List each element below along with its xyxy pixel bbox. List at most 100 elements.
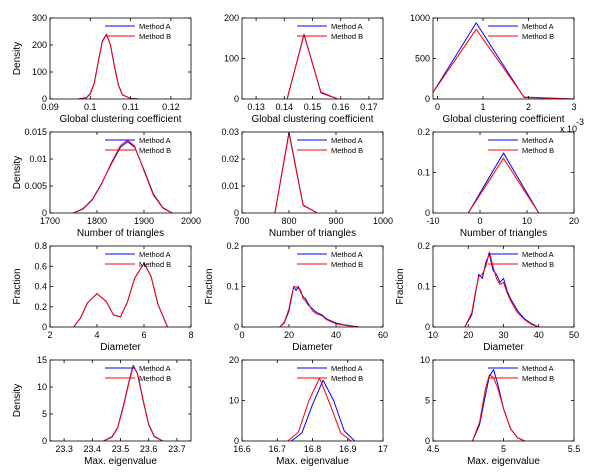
- y-tick-label: 0.4: [34, 282, 47, 292]
- y-tick-label: 0.03: [221, 127, 239, 137]
- legend-label-method-a: Method A: [139, 364, 171, 373]
- y-tick-label: 0.01: [221, 181, 239, 191]
- y-axis-label: Density: [12, 156, 23, 189]
- subplot-1: 0.09 0.1 0.11 0.12 0 100 200 300 Global clusteri…: [12, 13, 192, 125]
- x-axis-label: Global clustering coefficient: [442, 114, 564, 125]
- legend-label-method-a: Method A: [331, 22, 363, 31]
- y-tick-label: 20: [229, 355, 239, 365]
- legend-label-method-b: Method B: [331, 374, 363, 383]
- subplot-5: 700 800 900 1000 0 0.01 0.02 0.03 Number of tria…: [221, 127, 393, 239]
- x-tick-label: 1: [481, 102, 486, 112]
- x-tick-label: 0: [435, 102, 440, 112]
- series-line-method-b: [78, 34, 139, 99]
- y-tick-label: 0: [42, 436, 47, 446]
- y-tick-label: 0: [234, 94, 239, 104]
- series-line-method-b: [103, 365, 164, 441]
- series-line-method-a: [279, 286, 360, 327]
- y-tick-label: 0: [425, 436, 430, 446]
- legend-label-method-b: Method B: [331, 32, 363, 41]
- x-tick-label: 0: [239, 330, 244, 340]
- y-tick-label: 500: [415, 54, 430, 64]
- series-line-method-b: [73, 139, 173, 213]
- x-tick-label: 16.7: [268, 444, 286, 454]
- legend-label-method-b: Method B: [139, 146, 171, 155]
- x-tick-label: 16.6: [233, 444, 251, 454]
- x-axis-label: Diameter: [100, 342, 141, 353]
- x-axis-label: Max. eigenvalue: [467, 456, 540, 467]
- y-tick-label: 0: [42, 94, 47, 104]
- y-tick-label: 0: [234, 322, 239, 332]
- series-line-method-b: [286, 34, 339, 99]
- x-tick-label: 23.4: [84, 444, 102, 454]
- series-line-method-b: [467, 157, 540, 213]
- x-tick-label: 30: [498, 330, 508, 340]
- y-tick-label: 1000: [410, 13, 430, 23]
- legend-label-method-b: Method B: [522, 32, 554, 41]
- legend-label-method-a: Method A: [331, 136, 363, 145]
- legend-label-method-a: Method A: [522, 364, 554, 373]
- x-tick-label: 60: [378, 330, 388, 340]
- legend-label-method-b: Method B: [331, 260, 363, 269]
- legend-label-method-a: Method A: [522, 250, 554, 259]
- y-axis-label: Fraction: [395, 268, 406, 304]
- y-tick-label: 0.005: [24, 181, 47, 191]
- legend-label-method-a: Method A: [139, 22, 171, 31]
- x-tick-label: 800: [281, 216, 296, 226]
- y-tick-label: 0.1: [417, 168, 430, 178]
- x-tick-label: 16.8: [304, 444, 322, 454]
- legend-label-method-b: Method B: [522, 146, 554, 155]
- x-tick-label: -10: [426, 216, 439, 226]
- series-line-method-b: [279, 286, 360, 327]
- x-tick-label: 0.14: [276, 102, 294, 112]
- y-tick-label: 10: [37, 382, 47, 392]
- series-line-method-a: [472, 369, 525, 441]
- x-axis-label: Max. eigenvalue: [84, 456, 157, 467]
- series-line-method-b: [274, 132, 318, 213]
- legend-label-method-a: Method A: [139, 136, 171, 145]
- y-tick-label: 0.6: [34, 261, 47, 271]
- y-tick-label: 5: [42, 409, 47, 419]
- y-axis-label: Density: [12, 384, 23, 417]
- series-line-method-a: [78, 33, 139, 99]
- legend-label-method-a: Method A: [139, 250, 171, 259]
- subplot-9: 10 20 30 40 50 0 0.1 0.2 Diameter Fraction Method …: [395, 241, 579, 353]
- y-tick-label: 0: [42, 208, 47, 218]
- series-line-method-b: [464, 251, 539, 327]
- y-tick-label: 0.2: [417, 241, 430, 251]
- x-tick-label: 6: [141, 330, 146, 340]
- legend-label-method-b: Method B: [139, 32, 171, 41]
- y-tick-label: 5: [425, 396, 430, 406]
- y-tick-label: 100: [32, 67, 47, 77]
- y-tick-label: 100: [224, 54, 239, 64]
- axes-frame: [49, 131, 192, 214]
- legend-label-method-b: Method B: [522, 374, 554, 383]
- y-tick-label: 0.015: [24, 127, 47, 137]
- x-axis-label: Number of triangles: [460, 228, 547, 239]
- x-tick-label: 0.16: [332, 102, 350, 112]
- x-tick-label: 5: [501, 444, 506, 454]
- subplot-10: 23.3 23.4 23.5 23.6 23.7 0 5 10 15 Max. eigenvalu…: [12, 355, 192, 467]
- legend-label-method-a: Method A: [331, 250, 363, 259]
- x-tick-label: 4.5: [427, 444, 440, 454]
- x-tick-label: 900: [328, 216, 343, 226]
- x-tick-label: 16.9: [339, 444, 357, 454]
- x-tick-label: 23.6: [140, 444, 158, 454]
- y-tick-label: 0: [42, 322, 47, 332]
- axes-frame: [49, 17, 192, 100]
- x-multiplier-label: x 10: [560, 124, 577, 134]
- x-tick-label: 23.5: [112, 444, 130, 454]
- y-tick-label: 0: [425, 208, 430, 218]
- y-tick-label: 0.01: [29, 154, 47, 164]
- legend-label-method-b: Method B: [139, 374, 171, 383]
- y-tick-label: 0: [234, 436, 239, 446]
- legend-label-method-a: Method A: [331, 364, 363, 373]
- x-tick-label: 40: [331, 330, 341, 340]
- subplot-2: 0.13 0.14 0.15 0.16 0.17 0 100 200 Global cluste…: [224, 13, 384, 125]
- x-tick-label: 0.17: [360, 102, 378, 112]
